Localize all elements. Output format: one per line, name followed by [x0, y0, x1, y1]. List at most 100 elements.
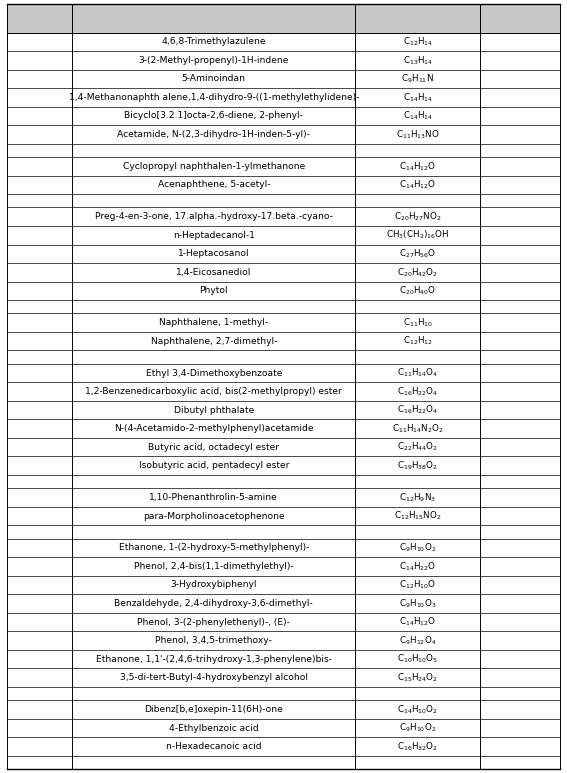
Bar: [7, 756, 560, 769]
Text: 5-Aminoindan: 5-Aminoindan: [182, 74, 246, 83]
Bar: [7, 300, 560, 313]
Bar: [7, 364, 560, 383]
Text: 1-Heptacosanol: 1-Heptacosanol: [178, 249, 249, 258]
Bar: [7, 383, 560, 401]
Bar: [7, 350, 560, 364]
Text: C$_{14}$H$_{14}$: C$_{14}$H$_{14}$: [403, 91, 433, 104]
Bar: [7, 669, 560, 687]
Text: N-(4-Acetamido-2-methylphenyl)acetamide: N-(4-Acetamido-2-methylphenyl)acetamide: [114, 424, 314, 433]
Bar: [7, 107, 560, 125]
Bar: [7, 507, 560, 526]
Text: C$_{14}$H$_{22}$O: C$_{14}$H$_{22}$O: [399, 560, 437, 573]
Bar: [7, 632, 560, 650]
Bar: [7, 489, 560, 507]
Text: C$_{14}$H$_{12}$O: C$_{14}$H$_{12}$O: [399, 179, 437, 191]
Bar: [7, 32, 560, 51]
Text: C$_{15}$H$_{24}$O$_{2}$: C$_{15}$H$_{24}$O$_{2}$: [397, 672, 438, 684]
Text: C$_{11}$H$_{13}$NO: C$_{11}$H$_{13}$NO: [396, 128, 439, 141]
Text: Isobutyric acid, pentadecyl ester: Isobutyric acid, pentadecyl ester: [138, 461, 289, 470]
Text: C$_{12}$H$_{10}$O: C$_{12}$H$_{10}$O: [399, 579, 437, 591]
Text: C$_{9}$H$_{11}$N: C$_{9}$H$_{11}$N: [401, 73, 434, 85]
Bar: [7, 526, 560, 539]
Bar: [7, 313, 560, 332]
Text: para-Morpholinoacetophenone: para-Morpholinoacetophenone: [143, 512, 285, 520]
Text: Naphthalene, 2,7-dimethyl-: Naphthalene, 2,7-dimethyl-: [151, 337, 277, 346]
Text: n-Hexadecanoic acid: n-Hexadecanoic acid: [166, 742, 261, 751]
Text: C$_{11}$H$_{14}$O$_{4}$: C$_{11}$H$_{14}$O$_{4}$: [397, 367, 438, 380]
Text: C$_{16}$H$_{32}$O$_{2}$: C$_{16}$H$_{32}$O$_{2}$: [397, 741, 438, 753]
Text: Ethanone, 1-(2-hydroxy-5-methylphenyl)-: Ethanone, 1-(2-hydroxy-5-methylphenyl)-: [119, 543, 309, 553]
Text: C$_{20}$H$_{40}$O: C$_{20}$H$_{40}$O: [399, 284, 437, 297]
Text: Benzaldehyde, 2,4-dihydroxy-3,6-dimethyl-: Benzaldehyde, 2,4-dihydroxy-3,6-dimethyl…: [115, 599, 313, 608]
Text: Dibenz[b,e]oxepin-11(6H)-one: Dibenz[b,e]oxepin-11(6H)-one: [145, 705, 283, 714]
Text: C$_{14}$H$_{12}$O: C$_{14}$H$_{12}$O: [399, 160, 437, 172]
Bar: [7, 539, 560, 557]
Text: Cyclopropyl naphthalen-1-ylmethanone: Cyclopropyl naphthalen-1-ylmethanone: [122, 162, 305, 171]
Bar: [7, 70, 560, 88]
Text: 4,6,8-Trimethylazulene: 4,6,8-Trimethylazulene: [162, 37, 266, 46]
Bar: [7, 420, 560, 438]
Text: C$_{12}$H$_{15}$NO$_{2}$: C$_{12}$H$_{15}$NO$_{2}$: [394, 510, 442, 523]
Text: C$_{11}$H$_{10}$: C$_{11}$H$_{10}$: [403, 316, 433, 329]
Text: C$_{9}$H$_{10}$O$_{2}$: C$_{9}$H$_{10}$O$_{2}$: [399, 722, 437, 734]
Text: 4-Ethylbenzoic acid: 4-Ethylbenzoic acid: [169, 724, 259, 733]
Text: C$_{13}$H$_{14}$: C$_{13}$H$_{14}$: [403, 54, 433, 66]
Text: 1,2-Benzenedicarboxylic acid, bis(2-methylpropyl) ester: 1,2-Benzenedicarboxylic acid, bis(2-meth…: [86, 387, 342, 396]
Text: C$_{20}$H$_{27}$NO$_{2}$: C$_{20}$H$_{27}$NO$_{2}$: [394, 210, 442, 223]
Text: 1,4-Methanonaphth alene,1,4-dihydro-9-((1-methylethylidene)-: 1,4-Methanonaphth alene,1,4-dihydro-9-((…: [69, 93, 359, 102]
Bar: [7, 226, 560, 244]
Text: Naphthalene, 1-methyl-: Naphthalene, 1-methyl-: [159, 318, 268, 327]
Bar: [7, 687, 560, 700]
Text: Phenol, 3,4,5-trimethoxy-: Phenol, 3,4,5-trimethoxy-: [155, 636, 272, 645]
Text: 3-(2-Methyl-propenyl)-1H-indene: 3-(2-Methyl-propenyl)-1H-indene: [138, 56, 289, 65]
Text: C$_{27}$H$_{56}$O: C$_{27}$H$_{56}$O: [399, 247, 437, 260]
Text: C$_{9}$H$_{12}$O$_{4}$: C$_{9}$H$_{12}$O$_{4}$: [399, 635, 437, 647]
Bar: [7, 719, 560, 737]
Text: C$_{9}$H$_{10}$O$_{3}$: C$_{9}$H$_{10}$O$_{3}$: [399, 598, 437, 610]
Text: Phenol, 3-(2-phenylethenyl)-, (E)-: Phenol, 3-(2-phenylethenyl)-, (E)-: [137, 618, 290, 627]
Text: C$_{19}$H$_{38}$O$_{2}$: C$_{19}$H$_{38}$O$_{2}$: [397, 459, 438, 472]
Text: Ethanone, 1,1'-(2,4,6-trihydroxy-1,3-phenylene)bis-: Ethanone, 1,1'-(2,4,6-trihydroxy-1,3-phe…: [96, 655, 332, 663]
Text: Acenaphthene, 5-acetyl-: Acenaphthene, 5-acetyl-: [158, 180, 270, 189]
Text: Preg-4-en-3-one, 17.alpha.-hydroxy-17.beta.-cyano-: Preg-4-en-3-one, 17.alpha.-hydroxy-17.be…: [95, 213, 333, 221]
Text: C$_{16}$H$_{22}$O$_{4}$: C$_{16}$H$_{22}$O$_{4}$: [397, 386, 438, 398]
Bar: [7, 144, 560, 157]
Bar: [7, 194, 560, 207]
Text: Phytol: Phytol: [200, 286, 228, 295]
Text: Phenol, 2,4-bis(1,1-dimethylethyl)-: Phenol, 2,4-bis(1,1-dimethylethyl)-: [134, 562, 294, 571]
Text: C$_{12}$H$_{9}$N$_{3}$: C$_{12}$H$_{9}$N$_{3}$: [399, 492, 436, 504]
Bar: [7, 175, 560, 194]
Bar: [7, 281, 560, 300]
Text: C$_{11}$H$_{14}$N$_{2}$O$_{2}$: C$_{11}$H$_{14}$N$_{2}$O$_{2}$: [392, 422, 444, 435]
Text: n-Heptadecanol-1: n-Heptadecanol-1: [173, 231, 255, 240]
Bar: [7, 576, 560, 594]
Bar: [7, 207, 560, 226]
Text: C$_{12}$H$_{14}$: C$_{12}$H$_{14}$: [403, 36, 433, 48]
Bar: [7, 613, 560, 632]
Text: 3-Hydroxybiphenyl: 3-Hydroxybiphenyl: [171, 581, 257, 590]
Text: Acetamide, N-(2,3-dihydro-1H-inden-5-yl)-: Acetamide, N-(2,3-dihydro-1H-inden-5-yl)…: [117, 130, 310, 139]
Text: 1,10-Phenanthrolin-5-amine: 1,10-Phenanthrolin-5-amine: [149, 493, 278, 502]
Text: C$_{10}$H$_{10}$O$_{5}$: C$_{10}$H$_{10}$O$_{5}$: [397, 653, 438, 666]
Text: C$_{16}$H$_{22}$O$_{4}$: C$_{16}$H$_{22}$O$_{4}$: [397, 404, 438, 417]
Text: C$_{14}$H$_{12}$O: C$_{14}$H$_{12}$O: [399, 616, 437, 628]
Bar: [7, 263, 560, 281]
Text: CH$_{3}$(CH$_{2}$)$_{16}$OH: CH$_{3}$(CH$_{2}$)$_{16}$OH: [386, 229, 450, 241]
Text: 1,4-Eicosanediol: 1,4-Eicosanediol: [176, 267, 251, 277]
Text: Ethyl 3,4-Dimethoxybenzoate: Ethyl 3,4-Dimethoxybenzoate: [146, 369, 282, 377]
Text: 3,5-di-tert-Butyl-4-hydroxybenzyl alcohol: 3,5-di-tert-Butyl-4-hydroxybenzyl alcoho…: [120, 673, 308, 682]
Bar: [7, 244, 560, 263]
Bar: [7, 125, 560, 144]
Text: C$_{14}$H$_{14}$: C$_{14}$H$_{14}$: [403, 110, 433, 122]
Text: C$_{14}$H$_{10}$O$_{2}$: C$_{14}$H$_{10}$O$_{2}$: [397, 703, 438, 716]
Bar: [7, 157, 560, 175]
Text: Dibutyl phthalate: Dibutyl phthalate: [174, 406, 254, 414]
Bar: [7, 650, 560, 669]
Bar: [7, 700, 560, 719]
Bar: [7, 737, 560, 756]
Bar: [7, 456, 560, 475]
Text: Butyric acid, octadecyl ester: Butyric acid, octadecyl ester: [148, 443, 280, 451]
Bar: [7, 88, 560, 107]
Text: C$_{12}$H$_{12}$: C$_{12}$H$_{12}$: [403, 335, 433, 347]
Bar: [7, 332, 560, 350]
